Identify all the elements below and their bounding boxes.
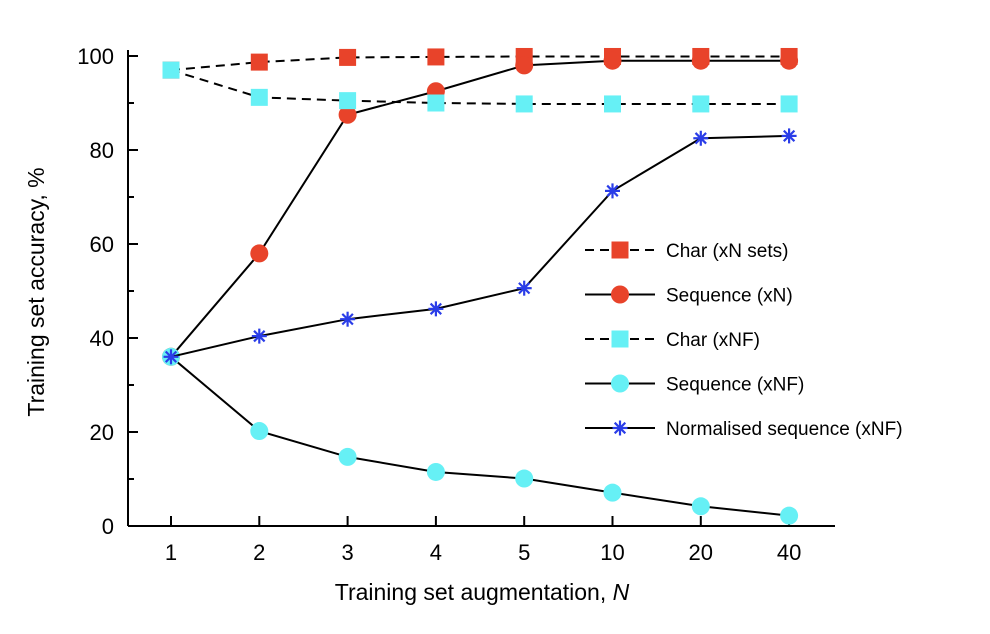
series-2-point-marker bbox=[604, 95, 621, 113]
legend-label: Normalised sequence (xNF) bbox=[666, 419, 903, 440]
series-4-point-marker bbox=[340, 311, 356, 327]
legend-marker bbox=[611, 374, 629, 393]
x-tick-label: 1 bbox=[165, 540, 177, 565]
legend-label: Sequence (xNF) bbox=[666, 375, 804, 396]
y-tick-label: 0 bbox=[102, 514, 114, 539]
series-1-point-marker bbox=[691, 51, 710, 70]
series-1-point-marker bbox=[515, 56, 534, 75]
series-3-point-marker bbox=[780, 506, 799, 525]
x-tick-label: 10 bbox=[600, 540, 624, 565]
series-4-point-marker bbox=[163, 349, 179, 365]
series-4-point-marker bbox=[605, 183, 620, 199]
x-axis-label: Training set augmentation, N bbox=[335, 579, 630, 605]
series-1-point-marker bbox=[780, 51, 799, 70]
legend-label: Char (xNF) bbox=[666, 330, 760, 351]
series-3-point-marker bbox=[515, 469, 534, 488]
series-2-point-marker bbox=[427, 94, 445, 112]
series-4-point-marker bbox=[693, 130, 709, 146]
series-3-point-marker bbox=[338, 447, 357, 466]
legend-marker bbox=[611, 285, 629, 304]
legend-label: Sequence (xN) bbox=[666, 286, 793, 307]
y-tick-label: 40 bbox=[90, 326, 114, 351]
series-0-point-marker bbox=[427, 48, 445, 66]
legend-marker bbox=[612, 420, 628, 436]
x-tick-label: 4 bbox=[430, 540, 442, 565]
series-2-point-marker bbox=[339, 92, 357, 110]
series-3-point-marker bbox=[426, 462, 445, 481]
x-tick-label: 2 bbox=[253, 540, 265, 565]
y-tick-label: 80 bbox=[90, 138, 114, 163]
axes: 0 20 40 60 80 100 1 2 3 4 5 10 20 40 bbox=[77, 44, 835, 565]
series-1-point-marker bbox=[338, 105, 357, 124]
series-1-point-marker bbox=[250, 244, 269, 263]
y-axis-label: Training set accuracy, % bbox=[23, 167, 49, 416]
series-4-line bbox=[170, 134, 790, 358]
series-0-point-marker bbox=[250, 53, 268, 71]
legend-marker bbox=[611, 241, 629, 259]
y-tick-label: 60 bbox=[90, 232, 114, 257]
series-2-line bbox=[170, 69, 790, 105]
x-tick-label: 40 bbox=[777, 540, 801, 565]
series-4-point-marker bbox=[251, 328, 267, 344]
series-layer bbox=[162, 47, 799, 525]
legend-label: Char (xN sets) bbox=[666, 241, 788, 262]
series-4-point-marker bbox=[781, 128, 797, 144]
series-0-line bbox=[170, 55, 790, 72]
legend-item: Char (xNF) bbox=[585, 330, 760, 351]
legend-marker bbox=[611, 330, 629, 348]
series-4-point-marker bbox=[516, 280, 532, 296]
legend: Char (xN sets) Sequence (xN) Char (xNF) Seq… bbox=[585, 241, 903, 440]
legend-item: Normalised sequence (xNF) bbox=[585, 419, 903, 440]
y-tick-label: 20 bbox=[90, 420, 114, 445]
series-3-point-marker bbox=[250, 422, 269, 441]
series-2-point-marker bbox=[692, 95, 710, 113]
series-3-point-marker bbox=[603, 483, 622, 502]
series-2-point-marker bbox=[250, 88, 268, 106]
series-3-line bbox=[170, 356, 790, 517]
series-2 bbox=[162, 61, 798, 113]
legend-item: Sequence (xNF) bbox=[585, 374, 804, 396]
x-tick-label: 20 bbox=[689, 540, 713, 565]
series-0-point-marker bbox=[339, 48, 357, 66]
series-2-point-marker bbox=[780, 95, 798, 113]
series-1-line bbox=[170, 59, 790, 358]
series-2-point-marker bbox=[162, 61, 180, 79]
y-tick-label: 100 bbox=[77, 44, 114, 69]
x-tick-label: 3 bbox=[341, 540, 353, 565]
x-tick-label: 5 bbox=[518, 540, 530, 565]
series-4-point-marker bbox=[428, 301, 444, 317]
legend-item: Char (xN sets) bbox=[585, 241, 788, 262]
series-1-point-marker bbox=[603, 51, 622, 70]
series-2-point-marker bbox=[515, 95, 533, 113]
series-3-point-marker bbox=[691, 497, 710, 516]
series-4 bbox=[163, 128, 797, 365]
legend-item: Sequence (xN) bbox=[585, 285, 793, 307]
